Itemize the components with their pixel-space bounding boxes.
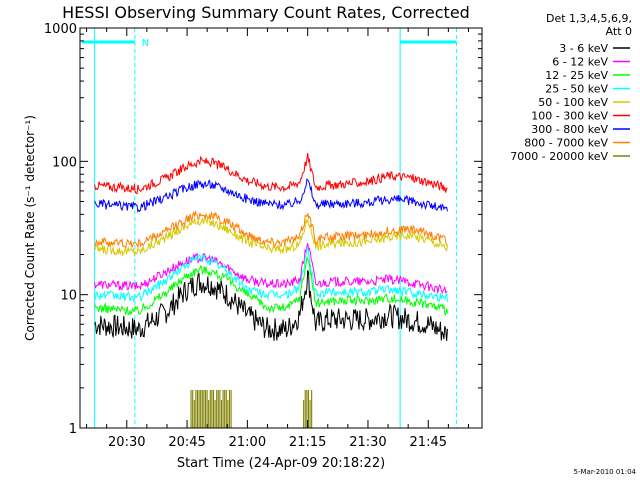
legend-label-3: 25 - 50 keV [545,83,608,96]
series-line-3 [94,247,448,303]
legend-label-2: 12 - 25 keV [545,69,608,82]
legend-label-0: 3 - 6 keV [559,42,608,55]
chart-title: HESSI Observing Summary Count Rates, Cor… [62,3,470,22]
y-tick-label: 10 [60,289,77,304]
x-tick-label: 21:00 [229,435,266,450]
series-line-5 [94,153,448,195]
x-tick-label: 20:30 [108,435,145,450]
legend-label-7: 800 - 7000 keV [524,137,608,150]
legend-label-5: 100 - 300 keV [531,110,608,123]
x-tick-label: 21:15 [289,435,326,450]
plot-frame [79,27,483,429]
plot-area: N [82,28,457,428]
legend-title-line-1: Det 1,3,4,5,6,9, [546,12,632,25]
legend-label-6: 300 - 800 keV [531,123,608,136]
x-tick-label: 21:30 [349,435,386,450]
series-line-4 [94,215,448,257]
y-tick-label: 1000 [44,22,77,37]
y-axis-label: Corrected Count Rate (s⁻¹ detector⁻¹) [23,115,37,341]
series-line-0 [94,270,448,342]
x-tick-label: 20:45 [168,435,205,450]
axes: 1 10 100 1000 20:30 20:45 21:00 21:15 21:30 21:45 [44,22,483,450]
x-axis-label: Start Time (24-Apr-09 20:18:22) [177,456,385,471]
legend-label-1: 6 - 12 keV [552,56,608,69]
series-line-7 [94,209,448,249]
y-tick-label: 1 [69,422,77,437]
footer-timestamp: 5-Mar-2010 01:04 [574,468,637,476]
legend-label-8: 7000 - 20000 keV [510,150,608,163]
x-tick-label: 21:45 [410,435,447,450]
series-line-6 [94,178,448,214]
legend-label-4: 50 - 100 keV [538,96,608,109]
series-line-2 [94,256,448,317]
legend-title-line-2: Att 0 [606,25,632,38]
y-tick-label: 100 [52,155,77,170]
series-line-1 [94,243,448,295]
bar-label: N [142,38,149,49]
